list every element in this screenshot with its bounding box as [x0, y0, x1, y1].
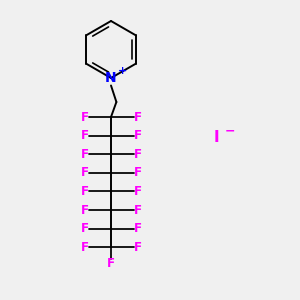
Text: N: N	[105, 71, 117, 85]
Text: F: F	[134, 166, 141, 179]
Text: F: F	[81, 203, 88, 217]
Text: F: F	[134, 203, 141, 217]
Text: I: I	[213, 130, 219, 146]
Text: +: +	[118, 65, 127, 76]
Text: F: F	[81, 110, 88, 124]
Text: F: F	[134, 148, 141, 161]
Text: F: F	[107, 257, 115, 270]
Text: F: F	[81, 166, 88, 179]
Text: F: F	[81, 129, 88, 142]
Text: F: F	[81, 241, 88, 254]
Text: −: −	[225, 125, 236, 138]
Text: F: F	[81, 148, 88, 161]
Text: F: F	[134, 185, 141, 198]
Text: F: F	[134, 110, 141, 124]
Text: F: F	[134, 222, 141, 235]
Text: F: F	[134, 241, 141, 254]
Text: F: F	[81, 222, 88, 235]
Text: F: F	[81, 185, 88, 198]
Text: F: F	[134, 129, 141, 142]
